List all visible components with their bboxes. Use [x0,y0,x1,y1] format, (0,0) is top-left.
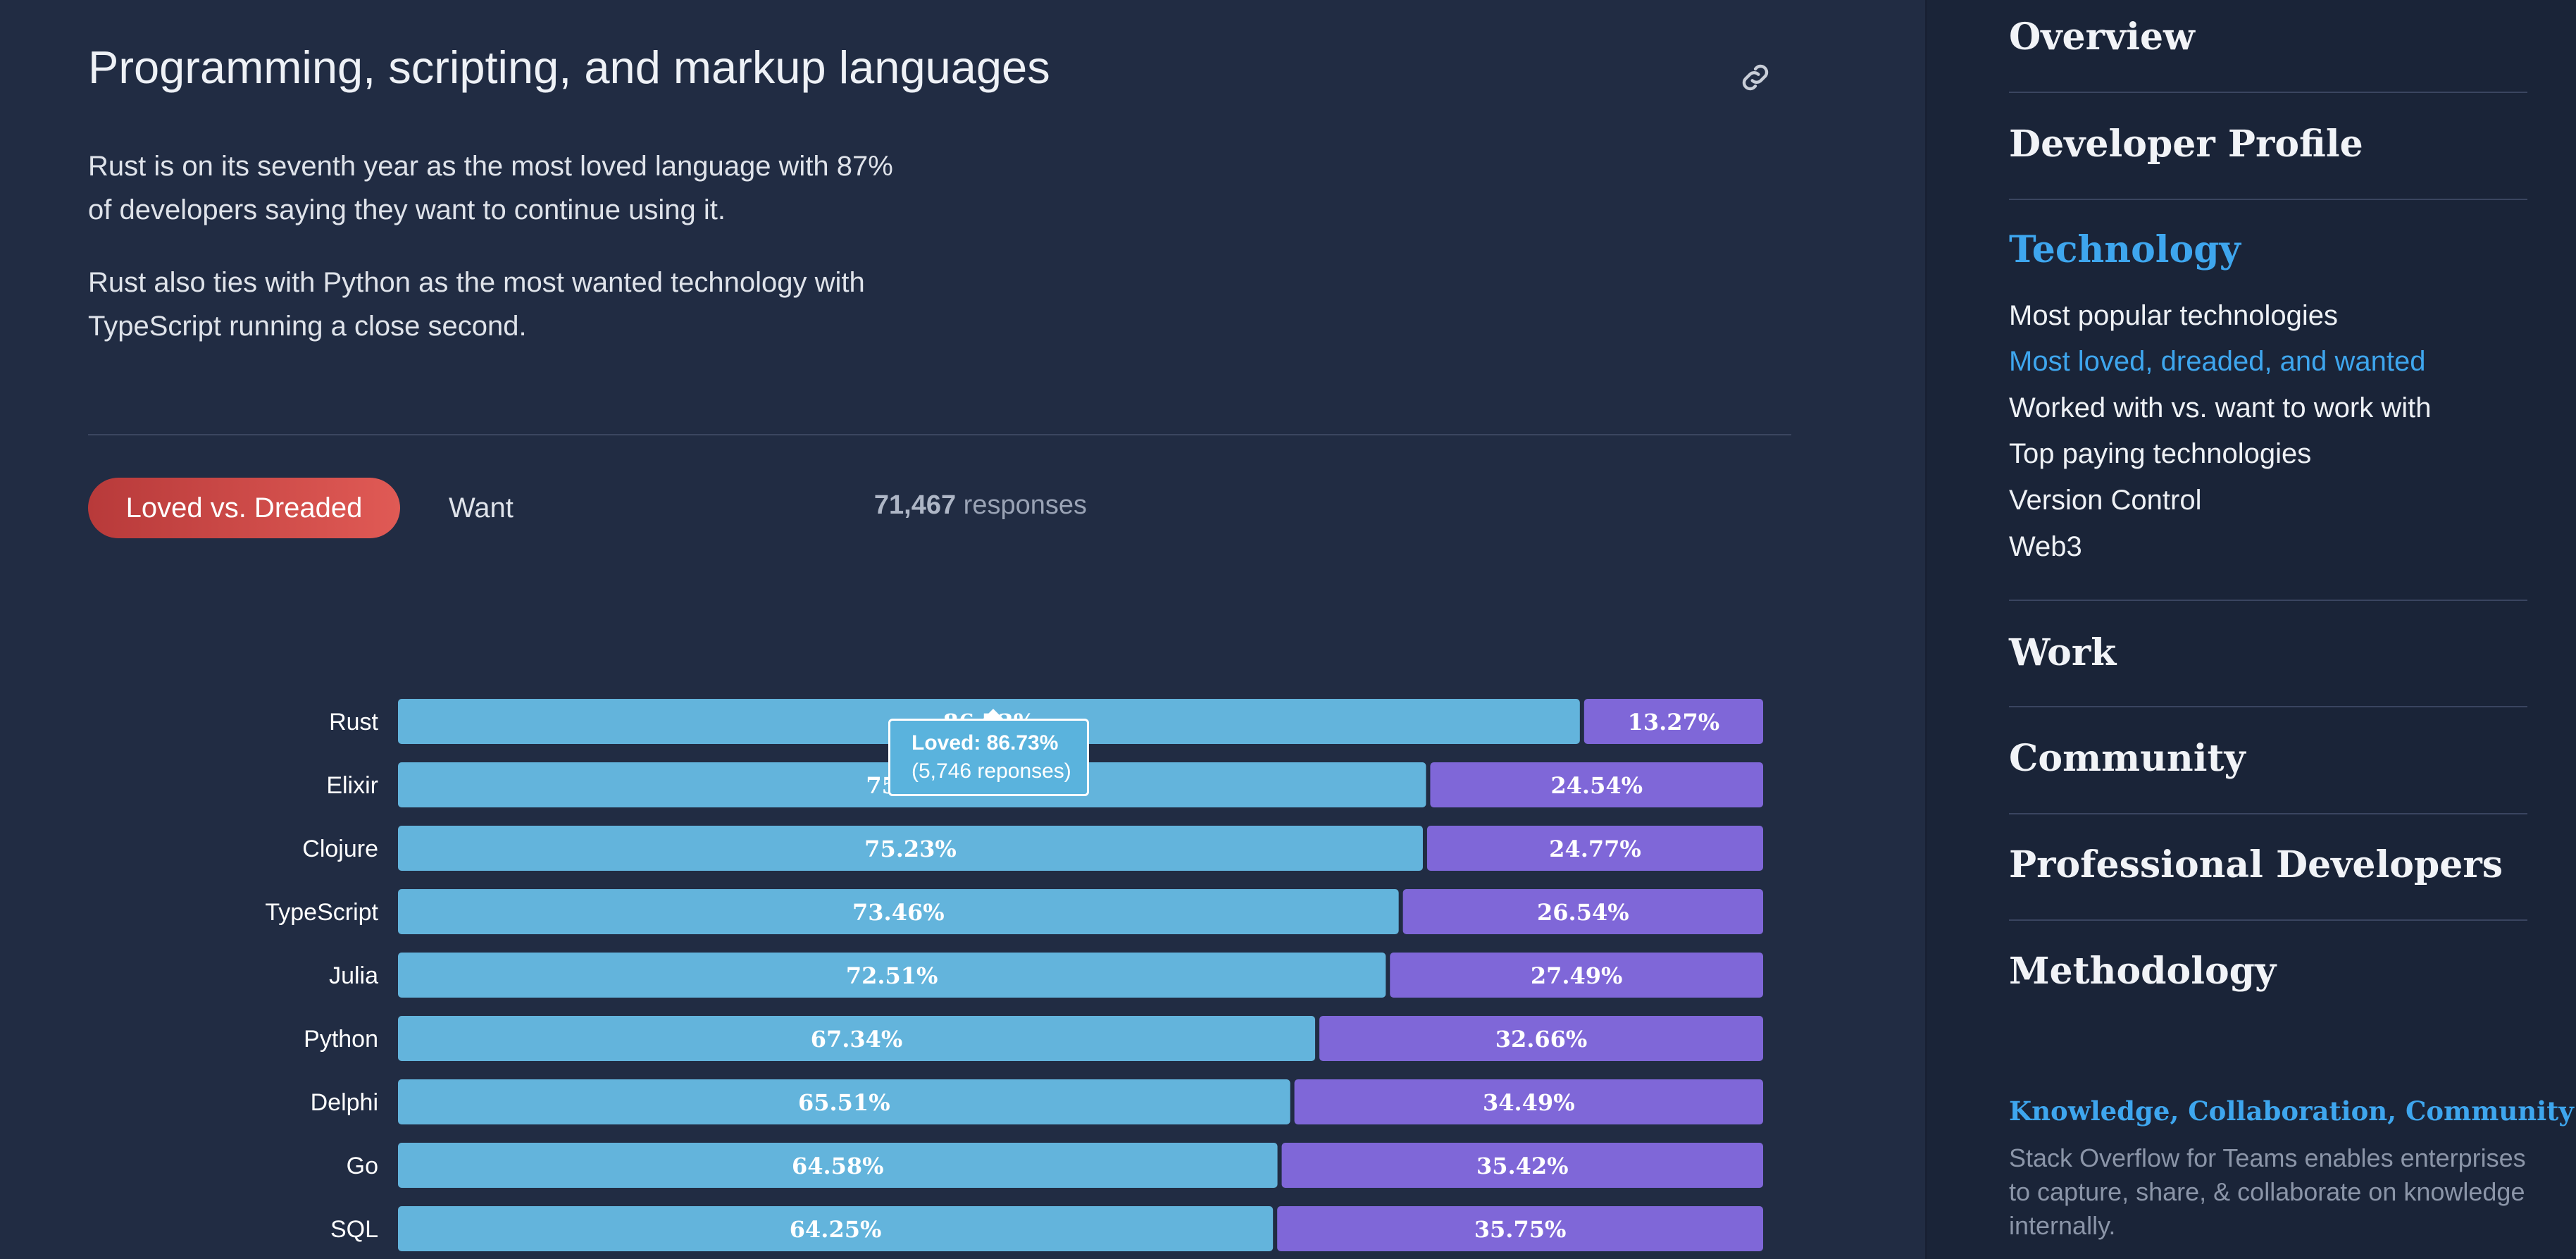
category-label: Elixir [326,772,378,799]
loved-bar [398,826,1423,871]
dreaded-value-label: 35.75% [1474,1216,1567,1243]
dreaded-bar [1390,953,1763,998]
tab-want[interactable]: Want [449,492,514,523]
dreaded-bar [1281,1143,1763,1188]
loved-value-label: 65.51% [798,1089,890,1116]
sidebar-item-professional-developers[interactable]: Professional Developers [2009,843,2503,886]
tooltip-responses: (5,746 reponses) [911,759,1071,783]
dreaded-bar [1319,1016,1763,1061]
dreaded-value-label: 35.42% [1476,1153,1569,1179]
dreaded-bar [1402,889,1763,934]
category-label: TypeScript [265,899,378,926]
dreaded-bar [1294,1079,1763,1124]
responses-count: 71,467 responses [874,490,1087,521]
intro-paragraph-2: Rust also ties with Python as the most w… [88,267,865,342]
loved-value-label: 72.51% [846,962,938,989]
loved-bar [398,1143,1278,1188]
sidebar-item-methodology[interactable]: Methodology [2009,950,2277,993]
sidebar-subitem-top-paying[interactable]: Top paying technologies [2009,438,2312,469]
loved-bar [398,1016,1316,1061]
dreaded-value-label: 34.49% [1483,1089,1575,1116]
loved-dreaded-chart: Rust86.73%13.27%Elixir75.46%24.54%Clojur… [265,699,1763,1251]
dreaded-value-label: 27.49% [1531,962,1623,989]
tooltip-value: Loved: 86.73% [911,731,1059,755]
sidebar-subitem-worked-with[interactable]: Worked with vs. want to work with [2009,392,2432,423]
nav-divider [2009,919,2527,921]
loved-value-label: 75.23% [864,836,957,862]
category-label: SQL [330,1216,378,1243]
nav-divider [2009,92,2527,93]
nav-divider [2009,199,2527,200]
loved-value-label: 67.34% [811,1026,903,1053]
category-label: Go [347,1153,378,1179]
promo-title[interactable]: Knowledge, Collaboration, Community [2009,1096,2574,1127]
category-label: Delphi [311,1089,378,1116]
responses-label: responses [963,490,1087,520]
sidebar-item-developer-profile[interactable]: Developer Profile [2009,123,2363,166]
sidebar-subitem-web3[interactable]: Web3 [2009,531,2082,562]
sidebar-subitem-most-loved[interactable]: Most loved, dreaded, and wanted [2009,346,2426,377]
dreaded-value-label: 32.66% [1495,1026,1588,1053]
sidebar-item-community[interactable]: Community [2009,737,2246,780]
category-label: Julia [329,962,378,989]
sidebar-subitem-version-control[interactable]: Version Control [2009,485,2202,516]
promo-text: Stack Overflow for Teams enables enterpr… [2009,1143,2526,1240]
sidebar-item-technology[interactable]: Technology [2009,228,2241,271]
link-icon[interactable] [1737,59,1774,96]
dreaded-value-label: 13.27% [1628,709,1720,736]
dreaded-bar [1430,762,1763,807]
nav-divider [2009,813,2527,814]
category-label: Clojure [302,836,378,862]
section-title: Programming, scripting, and markup langu… [88,42,1050,93]
dreaded-bar [1277,1206,1763,1251]
section-divider [88,434,1791,435]
chart-tooltip: Loved: 86.73% (5,746 reponses) [888,709,1089,796]
main-content: Programming, scripting, and markup langu… [88,42,1791,1251]
sidebar-nav [1925,0,2576,1259]
dreaded-value-label: 26.54% [1537,899,1629,926]
loved-bar [398,953,1386,998]
dreaded-value-label: 24.77% [1549,836,1641,862]
tab-loved-vs-dreaded[interactable]: Loved vs. Dreaded [88,478,400,538]
responses-number: 71,467 [873,490,957,520]
category-label: Python [304,1026,378,1053]
dreaded-value-label: 24.54% [1550,772,1643,799]
intro-paragraph-1: Rust is on its seventh year as the most … [88,151,893,225]
sidebar-subitem-most-popular[interactable]: Most popular technologies [2009,300,2338,331]
loved-bar [398,1206,1274,1251]
loved-value-label: 64.25% [790,1216,882,1243]
dreaded-bar [1583,699,1763,744]
loved-bar [398,889,1399,934]
sidebar-item-work[interactable]: Work [2009,631,2117,674]
category-label: Rust [329,709,378,736]
sidebar-item-overview[interactable]: Overview [2009,15,2195,58]
dreaded-bar [1426,826,1763,871]
loved-value-label: 64.58% [792,1153,884,1179]
loved-bar [398,1079,1290,1124]
nav-divider [2009,706,2527,707]
loved-value-label: 73.46% [852,899,945,926]
nav-divider [2009,600,2527,601]
